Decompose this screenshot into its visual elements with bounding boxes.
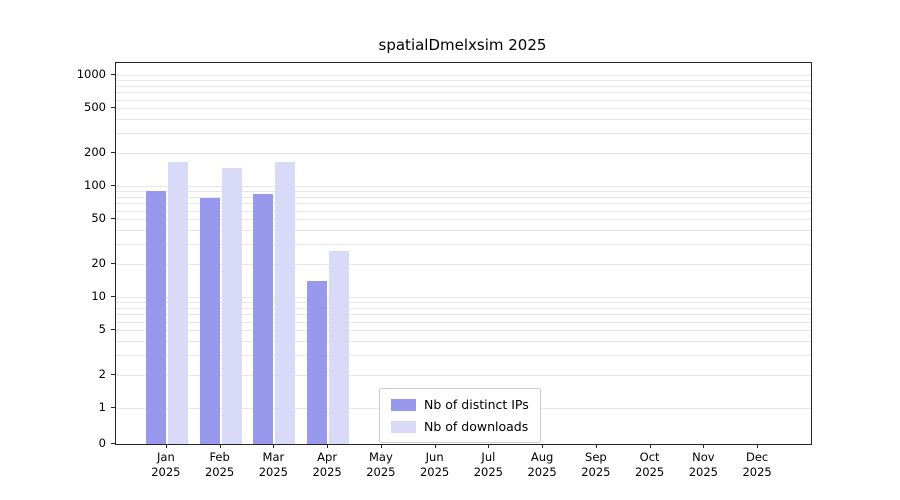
x-tick-mark bbox=[757, 444, 759, 448]
y-tick-mark bbox=[111, 218, 115, 220]
x-tick-label: May 2025 bbox=[366, 450, 396, 479]
gridline bbox=[116, 321, 811, 323]
gridline bbox=[116, 263, 811, 265]
x-tick-label: Aug 2025 bbox=[527, 450, 557, 479]
x-tick-label: Feb 2025 bbox=[204, 450, 235, 479]
legend-item: Nb of distinct IPs bbox=[391, 397, 529, 412]
x-tick-label: Oct 2025 bbox=[634, 450, 665, 479]
x-tick-mark bbox=[703, 444, 705, 448]
y-tick-label: 0 bbox=[98, 436, 106, 450]
gridline bbox=[116, 85, 811, 87]
y-tick-label: 50 bbox=[91, 211, 106, 226]
y-tick-mark bbox=[111, 329, 115, 331]
chart-title: spatialDmelxsim 2025 bbox=[378, 36, 547, 54]
gridline bbox=[116, 108, 811, 110]
bar-distinct-ips bbox=[307, 280, 328, 444]
x-tick-mark bbox=[219, 444, 221, 448]
x-tick-mark bbox=[434, 444, 436, 448]
gridline bbox=[116, 191, 811, 193]
gridline bbox=[116, 196, 811, 198]
gridline bbox=[116, 314, 811, 316]
gridline bbox=[116, 92, 811, 94]
y-tick-mark bbox=[111, 74, 115, 75]
x-tick-label: Jan 2025 bbox=[151, 450, 181, 479]
x-tick-label: Sep 2025 bbox=[581, 450, 611, 479]
gridline bbox=[116, 297, 811, 298]
gridline bbox=[116, 330, 811, 332]
gridline bbox=[116, 119, 811, 121]
gridline bbox=[116, 374, 811, 376]
x-tick-label: Dec 2025 bbox=[742, 450, 772, 479]
y-tick-mark bbox=[111, 151, 115, 153]
x-tick-mark bbox=[273, 444, 275, 448]
y-tick-label: 20 bbox=[91, 255, 106, 270]
gridline bbox=[116, 230, 811, 232]
y-tick-label: 2 bbox=[98, 366, 106, 381]
y-tick-label: 1000 bbox=[76, 67, 106, 81]
legend-item: Nb of downloads bbox=[391, 419, 529, 434]
x-tick-mark bbox=[165, 444, 167, 448]
x-tick-mark bbox=[327, 444, 329, 448]
gridline bbox=[116, 341, 811, 343]
legend-item-label: Nb of distinct IPs bbox=[424, 397, 529, 412]
bar-downloads bbox=[329, 250, 350, 444]
bar-distinct-ips bbox=[199, 198, 220, 444]
gridline bbox=[116, 210, 811, 212]
gridline bbox=[116, 302, 811, 304]
y-tick-label: 1 bbox=[98, 400, 106, 414]
y-tick-label: 10 bbox=[91, 289, 106, 303]
y-tick-label: 5 bbox=[98, 322, 106, 337]
bar-downloads bbox=[167, 161, 188, 444]
y-tick-label: 500 bbox=[84, 100, 106, 115]
x-tick-mark bbox=[649, 444, 651, 448]
bar-distinct-ips bbox=[253, 194, 274, 444]
legend: Nb of distinct IPs Nb of downloads bbox=[379, 388, 541, 443]
y-tick-label: 100 bbox=[84, 178, 106, 192]
y-tick-mark bbox=[111, 373, 115, 375]
gridline bbox=[116, 244, 811, 245]
y-tick-mark bbox=[111, 107, 115, 109]
bar-downloads bbox=[221, 168, 242, 444]
x-tick-mark bbox=[488, 444, 490, 448]
y-tick-mark bbox=[111, 443, 115, 444]
x-tick-label: Jun 2025 bbox=[419, 450, 450, 479]
gridline bbox=[116, 203, 811, 205]
gridline bbox=[116, 80, 811, 82]
y-tick-mark bbox=[111, 262, 115, 264]
gridline bbox=[116, 133, 811, 134]
x-tick-label: Mar 2025 bbox=[258, 450, 289, 479]
y-tick-label: 200 bbox=[84, 144, 106, 159]
legend-swatch bbox=[391, 420, 416, 433]
bar-distinct-ips bbox=[145, 191, 166, 444]
x-tick-mark bbox=[595, 444, 597, 448]
gridline bbox=[116, 75, 811, 76]
gridline bbox=[116, 355, 811, 356]
x-tick-label: Nov 2025 bbox=[688, 450, 719, 479]
legend-swatch bbox=[391, 398, 416, 411]
y-tick-mark bbox=[111, 296, 115, 297]
gridline bbox=[116, 186, 811, 187]
legend-item-label: Nb of downloads bbox=[424, 419, 529, 434]
x-tick-mark bbox=[542, 444, 544, 448]
gridline bbox=[116, 219, 811, 221]
x-tick-mark bbox=[380, 444, 382, 448]
bar-downloads bbox=[275, 161, 296, 444]
gridline bbox=[116, 307, 811, 309]
x-tick-label: Jul 2025 bbox=[473, 450, 504, 479]
gridline bbox=[116, 152, 811, 154]
x-tick-label: Apr 2025 bbox=[312, 450, 342, 479]
y-tick-mark bbox=[111, 407, 115, 408]
y-tick-mark bbox=[111, 185, 115, 186]
gridline bbox=[116, 99, 811, 101]
plot-area: Nb of distinct IPs Nb of downloads bbox=[115, 62, 812, 445]
